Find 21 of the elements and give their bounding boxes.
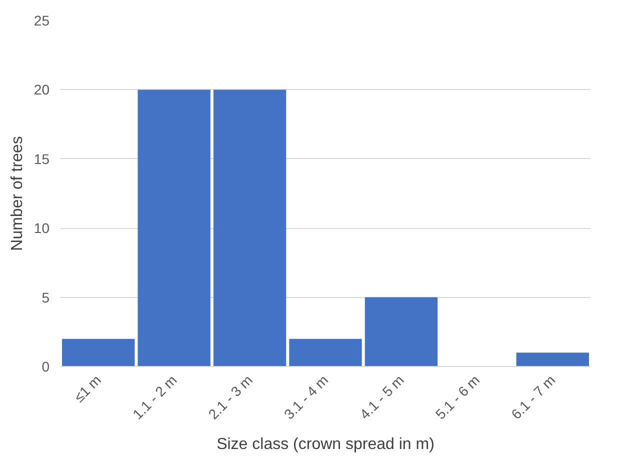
x-tick-label: 5.1 - 6 m: [432, 372, 483, 422]
y-tick-label: 25: [34, 12, 50, 28]
x-tick-label: 1.1 - 2 m: [129, 372, 180, 422]
y-tick-label: 15: [34, 150, 50, 167]
bar: [516, 352, 589, 366]
x-tick-label: 2.1 - 3 m: [205, 372, 256, 422]
y-tick-label: 5: [42, 289, 50, 306]
x-tick-label: 6.1 - 7 m: [508, 372, 558, 422]
y-tick-label: 0: [42, 358, 50, 374]
x-tick-label: 4.1 - 5 m: [356, 372, 407, 422]
bar: [62, 338, 135, 366]
bar: [364, 297, 438, 366]
y-axis-title: Number of trees: [8, 136, 26, 251]
y-tick-label: 20: [34, 82, 50, 98]
x-tick-label: ≤1 m: [70, 372, 104, 406]
bar: [289, 338, 362, 366]
x-tick-label: 3.1 - 4 m: [280, 372, 332, 422]
y-tick-label: 10: [34, 220, 50, 236]
bar: [138, 90, 210, 366]
bar: [213, 90, 286, 366]
x-axis-title: Size class (crown spread in m): [216, 436, 434, 453]
